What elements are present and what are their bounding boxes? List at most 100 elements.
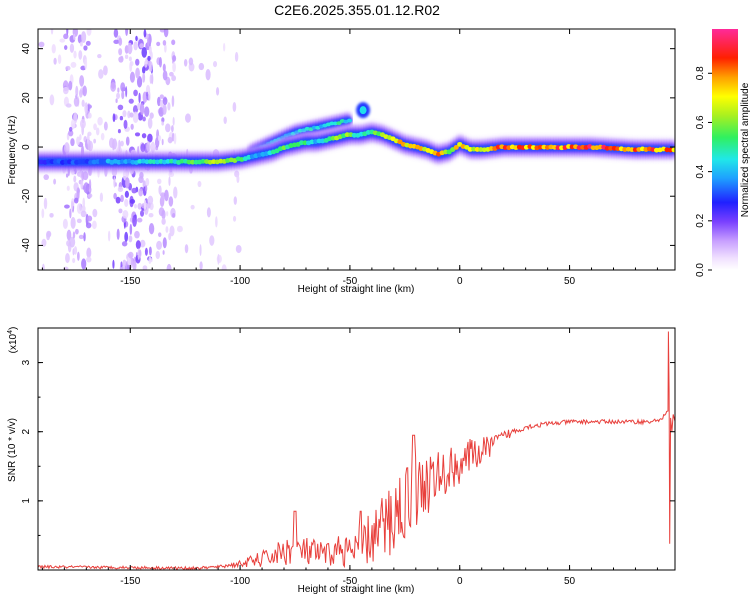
noise-speckle xyxy=(117,87,120,93)
ridge-cell xyxy=(453,145,459,150)
noise-speckle xyxy=(130,256,133,269)
noise-speckle xyxy=(113,192,117,200)
noise-speckle xyxy=(75,85,79,98)
noise-speckle xyxy=(185,113,191,123)
noise-speckle xyxy=(62,218,68,229)
noise-speckle xyxy=(165,226,169,233)
noise-speckle xyxy=(81,258,87,270)
noise-speckle xyxy=(80,179,84,190)
noise-speckle xyxy=(127,42,133,55)
noise-speckle xyxy=(85,222,92,229)
noise-speckle xyxy=(199,261,203,270)
noise-speckle xyxy=(149,112,154,119)
noise-speckle xyxy=(147,117,153,129)
noise-speckle xyxy=(215,87,220,96)
snr-frame xyxy=(37,327,676,571)
y-tick-label: -40 xyxy=(21,238,32,253)
noise-speckle xyxy=(64,204,70,209)
noise-speckle xyxy=(171,125,174,133)
noise-speckle xyxy=(148,90,151,102)
noise-speckle xyxy=(134,132,141,137)
spectrogram-x-axis: -150 -100 -50 0 50 xyxy=(41,29,658,287)
noise-speckle xyxy=(141,133,147,139)
noise-speckle xyxy=(190,204,195,210)
noise-speckle xyxy=(65,103,72,108)
noise-speckle xyxy=(93,138,97,144)
noise-speckle xyxy=(73,33,76,41)
noise-speckle xyxy=(148,223,155,235)
noise-speckle xyxy=(162,40,167,46)
noise-speckle xyxy=(149,258,153,263)
spectrogram-frame xyxy=(37,28,676,271)
noise-speckle xyxy=(93,123,97,131)
noise-speckle xyxy=(160,193,165,204)
noise-speckle xyxy=(82,171,89,181)
noise-speckle xyxy=(49,94,55,106)
noise-speckle xyxy=(169,225,175,237)
noise-speckle xyxy=(85,40,91,46)
noise-speckle xyxy=(122,110,127,118)
colorbar-tick-label: 0.4 xyxy=(695,164,706,178)
noise-speckle xyxy=(79,119,86,129)
noise-speckle xyxy=(66,229,72,241)
colorbar-label: Normalized spectral amplitude xyxy=(740,82,750,217)
noise-speckle xyxy=(124,54,129,60)
noise-speckle xyxy=(81,99,85,108)
noise-speckle xyxy=(129,223,133,235)
noise-speckle xyxy=(223,116,227,124)
snr-series-line xyxy=(38,331,675,570)
noise-speckle xyxy=(122,209,129,219)
snr-x-axis: -150 -100 -50 0 50 xyxy=(41,328,658,587)
x-tick-label: -150 xyxy=(120,276,140,287)
noise-speckle xyxy=(129,61,133,72)
noise-speckle xyxy=(150,141,156,153)
noise-speckle xyxy=(65,253,70,264)
noise-speckle xyxy=(232,215,237,222)
snr-panel: -150 -100 -50 0 50 1 2 3 Height of straight li… xyxy=(7,327,676,595)
noise-speckle xyxy=(140,210,145,217)
noise-speckle xyxy=(53,178,57,185)
noise-speckle xyxy=(121,90,125,100)
noise-speckle xyxy=(70,200,74,211)
ridge xyxy=(38,122,675,172)
noise-speckle xyxy=(51,43,56,54)
noise-speckle xyxy=(50,29,54,35)
noise-speckle xyxy=(124,198,129,207)
noise-speckle xyxy=(162,63,166,72)
noise-speckle xyxy=(115,98,118,103)
noise-speckle xyxy=(43,174,49,181)
noise-speckle xyxy=(116,228,120,240)
noise-speckle xyxy=(136,217,143,223)
noise-speckle xyxy=(162,104,167,115)
noise-speckle xyxy=(168,172,175,178)
noise-speckle xyxy=(68,129,74,137)
noise-speckle xyxy=(172,62,176,73)
noise-speckle xyxy=(127,255,131,268)
noise-speckle xyxy=(78,234,84,240)
colorbar-ticks: 0.0 0.2 0.4 0.6 0.8 xyxy=(695,66,712,277)
colorbar-tick-label: 0.0 xyxy=(695,263,706,277)
noise-speckle xyxy=(112,113,116,123)
noise-speckle xyxy=(147,37,150,47)
noise-speckle xyxy=(53,57,57,65)
noise-speckle xyxy=(134,230,140,239)
noise-speckle xyxy=(123,119,128,129)
noise-speckle xyxy=(70,138,75,147)
noise-speckle xyxy=(113,39,120,44)
noise-speckle xyxy=(168,232,172,241)
noise-speckle xyxy=(183,58,188,67)
noise-speckle xyxy=(65,65,71,71)
noise-speckle xyxy=(87,193,93,198)
noise-speckle xyxy=(62,86,69,95)
x-tick-label: 50 xyxy=(564,576,576,587)
y-tick-label: 40 xyxy=(21,43,32,55)
noise-speckle xyxy=(138,188,144,197)
noise-speckle xyxy=(120,194,124,203)
noise-speckle xyxy=(168,196,174,207)
noise-speckle xyxy=(82,197,86,209)
noise-speckle xyxy=(109,137,115,149)
noise-speckle xyxy=(155,250,160,260)
noise-speckle xyxy=(98,69,104,79)
noise-speckle xyxy=(132,214,137,227)
upper-branch-cell xyxy=(336,121,342,126)
